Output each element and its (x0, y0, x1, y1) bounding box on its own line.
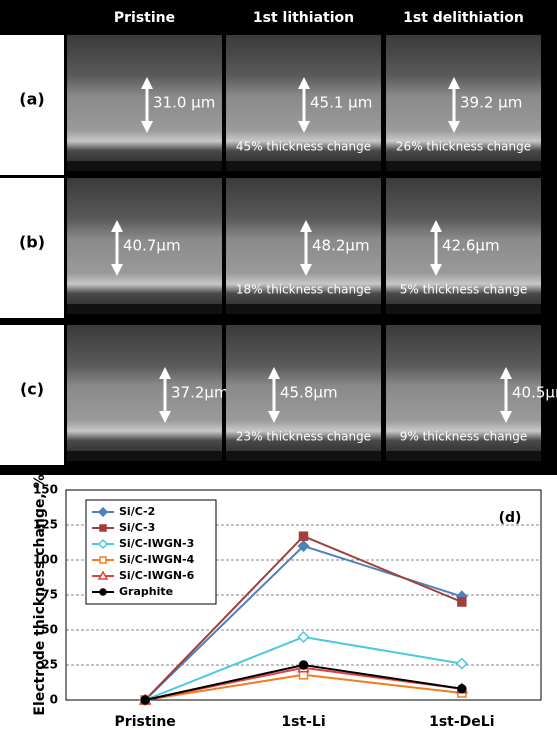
thickness-label: 31.0 μm (153, 94, 215, 112)
scale-bar-strip (67, 161, 222, 171)
sem-image (386, 325, 541, 461)
scale-bar-strip (386, 161, 541, 171)
legend-box (85, 499, 217, 605)
legend-label: Si/C-IWGN-4 (119, 553, 195, 566)
point (297, 539, 310, 553)
scale-bar-strip (67, 451, 222, 461)
thickness-change: 18% thickness change (236, 283, 371, 297)
thickness-change: 5% thickness change (400, 283, 528, 297)
row-label: (a) (19, 90, 44, 109)
annotation: (d) (499, 510, 522, 526)
thickness-label: 42.6μm (442, 237, 500, 255)
y-tick-label: 150 (33, 483, 58, 497)
point (457, 597, 467, 607)
y-tick-label: 0 (50, 693, 58, 707)
legend-marker (97, 570, 109, 580)
row-label: (c) (20, 380, 44, 399)
legend-marker (99, 556, 107, 564)
row-label-bg (0, 178, 64, 318)
thickness-label: 39.2 μm (460, 94, 522, 112)
y-tick-label: 100 (33, 553, 58, 567)
sem-image (386, 178, 541, 314)
sem-image (67, 178, 222, 314)
legend-label: Graphite (119, 585, 173, 598)
x-tick-label: 1st-DeLi (429, 714, 494, 730)
scale-bar-strip (226, 451, 381, 461)
legend-marker (99, 524, 107, 532)
thickness-label: 48.2μm (312, 237, 370, 255)
legend-label: Si/C-IWGN-6 (119, 569, 195, 582)
x-tick-label: 1st-Li (281, 714, 325, 730)
y-tick-label: 125 (33, 518, 58, 532)
legend-marker (99, 588, 107, 596)
column-header: Pristine (114, 10, 175, 26)
scale-bar-strip (386, 304, 541, 314)
thickness-change: 26% thickness change (396, 140, 531, 154)
legend-label: Si/C-3 (119, 521, 155, 534)
sem-image (67, 325, 222, 461)
legend-marker (97, 506, 109, 518)
row-label: (b) (19, 233, 45, 252)
thickness-change: 9% thickness change (400, 430, 528, 444)
column-header: 1st lithiation (253, 10, 354, 26)
plot-frame (65, 489, 542, 701)
thickness-label: 40.7μm (123, 237, 181, 255)
point (455, 657, 468, 670)
thickness-label: 37.2μm (171, 384, 229, 402)
point (297, 630, 310, 644)
x-tick-label: Pristine (115, 714, 176, 730)
y-tick-label: 75 (41, 588, 58, 602)
y-tick-label: 50 (41, 623, 58, 637)
scale-bar-strip (386, 451, 541, 461)
y-axis-label: Electrode thickness change, % (32, 474, 48, 715)
sem-image (226, 325, 381, 461)
thickness-change: 45% thickness change (236, 140, 371, 154)
legend-label: Si/C-IWGN-3 (119, 537, 194, 550)
thickness-label: 45.8μm (280, 384, 338, 402)
point (140, 695, 150, 705)
column-header: 1st delithiation (403, 10, 524, 26)
thickness-label: 40.5μm (512, 384, 557, 402)
thickness-label: 45.1 μm (310, 94, 372, 112)
sem-image (386, 35, 541, 171)
legend-marker (97, 538, 109, 550)
scale-bar-strip (67, 304, 222, 314)
row-label-bg (0, 35, 64, 175)
thickness-change: 23% thickness change (236, 430, 371, 444)
scale-bar-strip (226, 304, 381, 314)
point (457, 684, 467, 694)
y-tick-label: 25 (41, 658, 58, 672)
point (298, 660, 309, 670)
row-label-bg (0, 325, 64, 465)
scale-bar-strip (226, 161, 381, 171)
point (298, 531, 309, 541)
legend-label: Si/C-2 (119, 505, 155, 518)
chart-bg (0, 475, 557, 742)
